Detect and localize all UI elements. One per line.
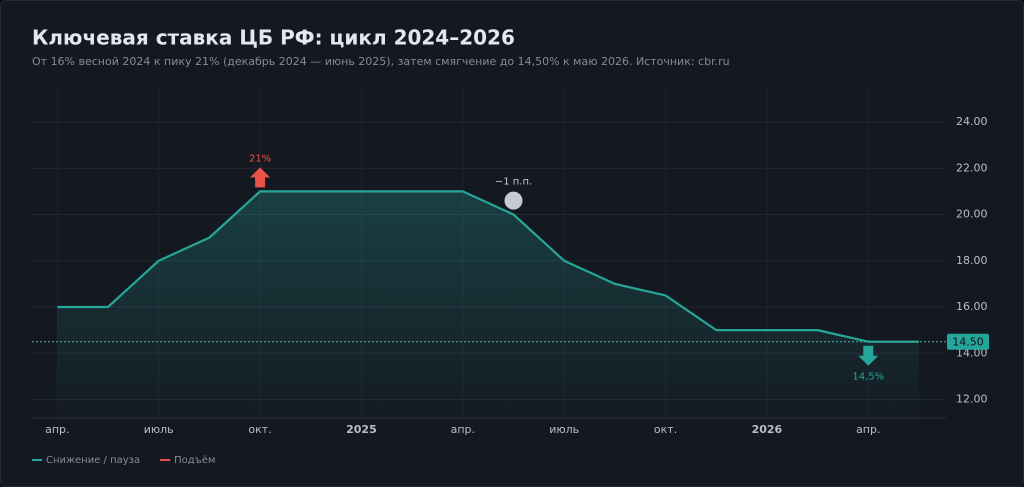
y-tick-label: 16.00	[956, 300, 988, 313]
x-tick-label: окт.	[248, 423, 271, 436]
x-tick-label: апр.	[45, 423, 69, 436]
annotation-arrow	[250, 167, 271, 188]
area	[57, 191, 919, 418]
x-tick-label: апр.	[451, 423, 475, 436]
annotation-label: 14,5%	[852, 372, 884, 383]
x-tick-label: 2025	[346, 423, 377, 436]
x-tick-label: апр.	[856, 423, 880, 436]
y-tick-label: 22.00	[956, 161, 988, 174]
x-tick-label: июль	[549, 423, 579, 436]
annotation-arrow	[858, 345, 879, 366]
legend-label: Подъём	[174, 455, 215, 466]
y-tick-label: 24.00	[956, 115, 988, 128]
y-tick-label: 20.00	[956, 208, 988, 221]
legend-label: Снижение / пауза	[46, 455, 140, 466]
x-tick-label: 2026	[752, 423, 783, 436]
reference-label: 14.50	[952, 336, 984, 349]
y-tick-label: 18.00	[956, 254, 988, 267]
chart-title: Ключевая ставка ЦБ РФ: цикл 2024–2026	[32, 26, 515, 50]
x-tick-label: окт.	[654, 423, 677, 436]
line	[57, 190, 919, 343]
x-tick-label: июль	[144, 423, 174, 436]
annotation-marker	[504, 191, 523, 210]
reference-badge	[947, 333, 989, 350]
annotation-label: −1 п.п.	[495, 177, 532, 188]
annotation-label: 21%	[249, 153, 271, 164]
y-tick-label: 12.00	[956, 393, 988, 406]
chart-subtitle: От 16% весной 2024 к пику 21% (декабрь 2…	[32, 55, 730, 68]
